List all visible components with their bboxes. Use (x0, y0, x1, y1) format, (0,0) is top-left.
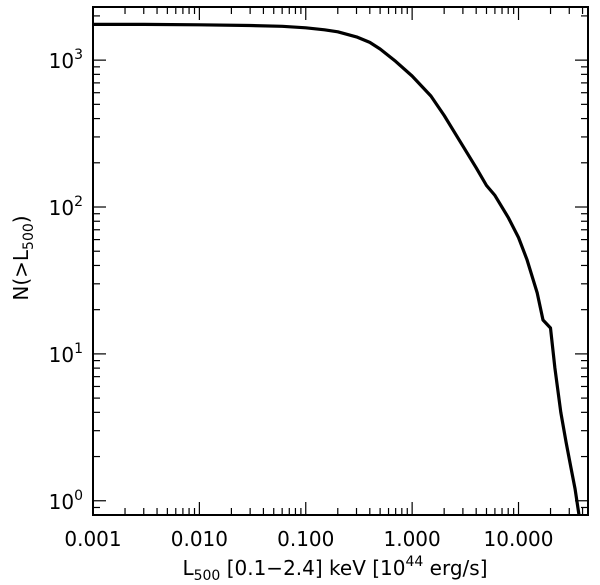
y-tick-label: 100 (49, 488, 83, 514)
y-tick-label: 103 (49, 47, 83, 73)
x-axis-label: L500 [0.1−2.4] keV [1044 erg/s] (182, 554, 487, 584)
x-tick-label: 10.000 (484, 527, 554, 551)
x-axis-label-end: erg/s] (423, 556, 487, 580)
x-tick-label: 1.000 (384, 527, 441, 551)
y-tick-label: 102 (49, 194, 83, 220)
x-tick-label: 0.001 (64, 527, 121, 551)
x-axis-label-main: L (182, 556, 194, 580)
y-tick-label: 101 (49, 341, 83, 367)
x-axis-label-sub: 500 (194, 568, 221, 584)
x-axis-label-sup: 44 (406, 554, 424, 570)
x-tick-label: 0.100 (277, 527, 334, 551)
ticks-layer (92, 7, 588, 516)
x-tick-label: 0.010 (171, 527, 228, 551)
y-axis-label-main: N(>L (9, 249, 33, 301)
series-layer (93, 22, 581, 515)
y-axis-label-end: ) (9, 215, 33, 223)
x-axis-label-mid: [0.1−2.4] keV [10 (220, 556, 405, 580)
plot-frame (92, 6, 589, 516)
series-line-0 (93, 22, 581, 515)
y-axis-label: N(>L500) (9, 215, 37, 300)
labels-layer: 0.001 0.010 0.100 1.000 10.000 100 101 102 103 (49, 47, 554, 551)
y-axis-label-sub: 500 (21, 223, 37, 250)
